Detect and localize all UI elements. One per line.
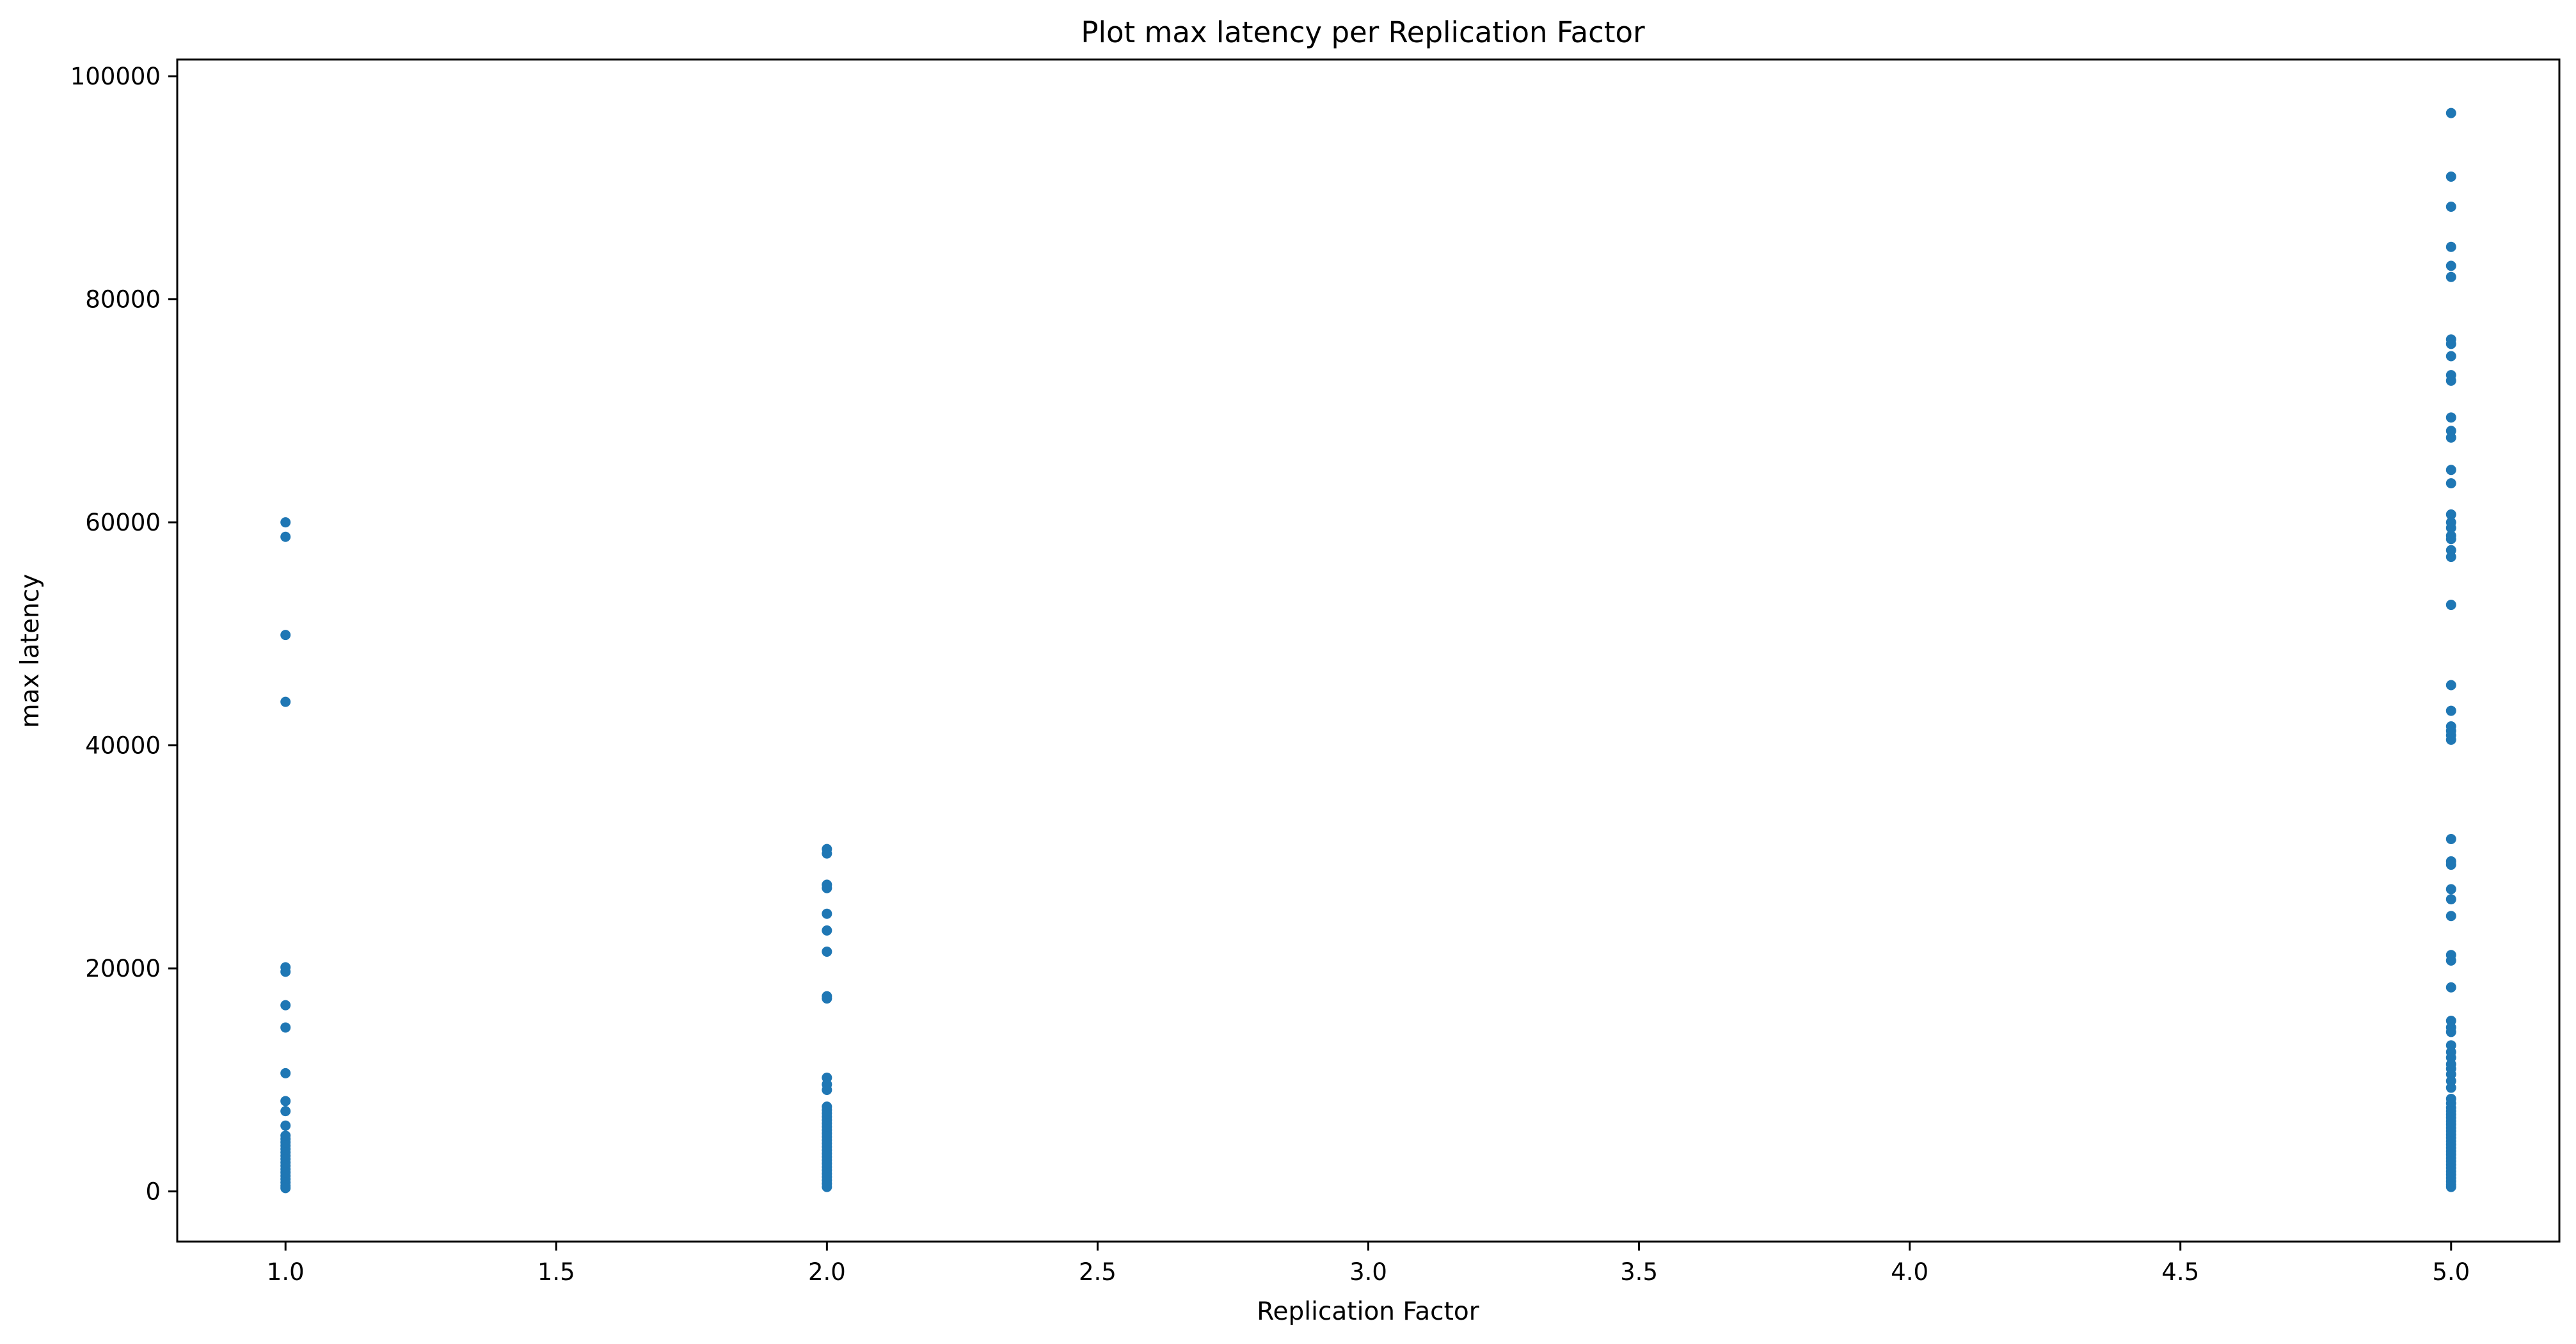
x-axis-label: Replication Factor bbox=[1257, 1297, 1480, 1326]
data-point bbox=[2445, 1082, 2456, 1093]
data-point bbox=[2445, 734, 2456, 745]
data-point bbox=[280, 1068, 291, 1078]
data-point bbox=[2445, 833, 2456, 844]
x-tick-label: 2.0 bbox=[808, 1258, 846, 1286]
data-point bbox=[822, 946, 832, 957]
data-point bbox=[2445, 705, 2456, 716]
data-point bbox=[2445, 202, 2456, 212]
x-tick-label: 4.0 bbox=[1891, 1258, 1928, 1286]
data-point bbox=[280, 517, 291, 528]
data-point bbox=[2445, 911, 2456, 922]
data-point bbox=[822, 883, 832, 893]
data-point bbox=[280, 531, 291, 542]
x-tick-label: 3.0 bbox=[1349, 1258, 1387, 1286]
data-point bbox=[2445, 465, 2456, 476]
x-tick-label: 1.5 bbox=[537, 1258, 575, 1286]
data-point bbox=[2445, 478, 2456, 489]
data-point bbox=[2445, 1027, 2456, 1037]
x-axis-ticks: 1.0 1.5 2.0 2.5 3.0 3.5 4.0 4.5 5.0 bbox=[267, 1242, 2470, 1286]
data-point bbox=[2445, 260, 2456, 271]
data-point bbox=[822, 925, 832, 936]
data-point bbox=[2445, 522, 2456, 533]
x-tick-label: 4.5 bbox=[2161, 1258, 2199, 1286]
y-tick-label: 60000 bbox=[85, 509, 161, 536]
chart-title: Plot max latency per Replication Factor bbox=[1081, 15, 1645, 49]
data-point bbox=[280, 1120, 291, 1131]
data-point bbox=[2445, 271, 2456, 282]
data-point bbox=[280, 1106, 291, 1117]
data-point bbox=[2445, 860, 2456, 870]
data-point bbox=[2445, 534, 2456, 545]
data-point bbox=[280, 1183, 291, 1194]
y-axis-ticks: 0 20000 40000 60000 80000 100000 bbox=[70, 63, 177, 1206]
data-point bbox=[280, 1000, 291, 1011]
data-point bbox=[280, 1022, 291, 1033]
data-point bbox=[2445, 351, 2456, 362]
data-point bbox=[2445, 884, 2456, 895]
data-point bbox=[2445, 509, 2456, 520]
x-tick-label: 3.5 bbox=[1620, 1258, 1658, 1286]
y-tick-label: 80000 bbox=[85, 286, 161, 314]
data-point bbox=[2445, 412, 2456, 423]
y-tick-label: 100000 bbox=[70, 63, 161, 90]
data-point bbox=[2445, 894, 2456, 905]
y-tick-label: 40000 bbox=[85, 732, 161, 760]
x-tick-label: 5.0 bbox=[2432, 1258, 2470, 1286]
y-tick-label: 0 bbox=[145, 1178, 161, 1206]
x-tick-label: 2.5 bbox=[1079, 1258, 1117, 1286]
data-point bbox=[280, 630, 291, 641]
data-point bbox=[2445, 339, 2456, 349]
data-point bbox=[822, 993, 832, 1004]
data-point bbox=[2445, 552, 2456, 563]
data-point bbox=[2445, 171, 2456, 182]
y-axis-label: max latency bbox=[16, 574, 45, 728]
data-point bbox=[280, 966, 291, 977]
data-point bbox=[280, 1096, 291, 1107]
y-tick-label: 20000 bbox=[85, 955, 161, 982]
points-layer bbox=[280, 108, 2456, 1194]
data-point bbox=[2445, 600, 2456, 611]
plot-area-frame bbox=[176, 58, 2561, 1243]
data-point bbox=[2445, 982, 2456, 993]
data-point bbox=[2445, 680, 2456, 691]
data-point bbox=[2445, 108, 2456, 118]
data-point bbox=[2445, 241, 2456, 252]
x-tick-label: 1.0 bbox=[267, 1258, 305, 1286]
data-point bbox=[280, 696, 291, 707]
data-point bbox=[822, 848, 832, 859]
data-point bbox=[2445, 432, 2456, 443]
data-point bbox=[822, 1085, 832, 1096]
data-point bbox=[2445, 1181, 2456, 1192]
data-point bbox=[822, 1181, 832, 1192]
data-point bbox=[2445, 955, 2456, 966]
data-point bbox=[822, 908, 832, 919]
data-point bbox=[2445, 375, 2456, 386]
